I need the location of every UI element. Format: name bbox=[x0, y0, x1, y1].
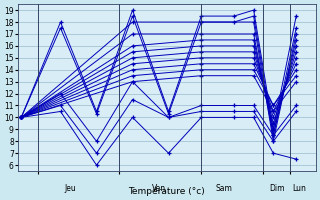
Text: Dim: Dim bbox=[269, 184, 284, 193]
Text: Sam: Sam bbox=[216, 184, 233, 193]
Text: Jeu: Jeu bbox=[64, 184, 76, 193]
Text: Lun: Lun bbox=[292, 184, 307, 193]
X-axis label: Température (°c): Température (°c) bbox=[129, 186, 205, 196]
Text: Ven: Ven bbox=[152, 184, 166, 193]
